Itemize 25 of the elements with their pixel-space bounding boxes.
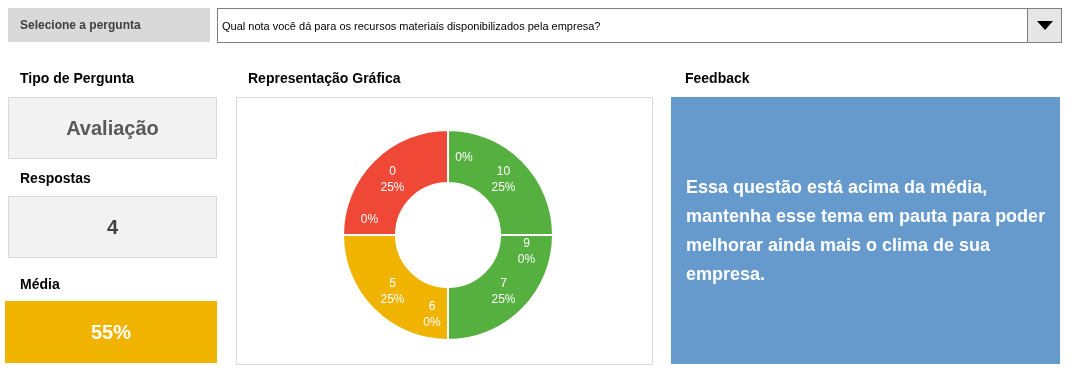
chart-title: Representação Gráfica — [248, 70, 401, 86]
text: Média — [20, 276, 60, 292]
slice-label: 0 — [389, 164, 397, 179]
text: 0% — [517, 252, 536, 266]
text: Essa questão está acima da média, mantenha esse tema em pauta para poder melhorar ainda mais o clima de sua empresa. — [686, 176, 1046, 284]
text: 0% — [360, 212, 379, 226]
text: Qual nota você dá para os recursos materiais disponibilizados pela empresa? — [222, 19, 601, 32]
slice-label: 7 — [500, 275, 508, 290]
text: Feedback — [685, 70, 750, 86]
text: Selecione a pergunta — [20, 18, 141, 32]
data-label: 25% — [491, 291, 516, 306]
text: Tipo de Pergunta — [20, 70, 135, 86]
text: Respostas — [20, 170, 91, 186]
category-label: 9 — [523, 236, 530, 250]
text: 55% — [90, 320, 132, 344]
data-label: 25% — [491, 180, 516, 195]
data-label: 25% — [380, 180, 405, 195]
text: 4 — [106, 215, 119, 239]
slice-label: 10 — [496, 164, 511, 179]
data-label: 25% — [380, 291, 405, 306]
text: 0% — [455, 149, 473, 164]
text: 0% — [423, 314, 441, 329]
slice-label: 5 — [389, 275, 397, 290]
category-label: 6 — [428, 298, 436, 313]
text: Avaliação — [66, 116, 159, 140]
